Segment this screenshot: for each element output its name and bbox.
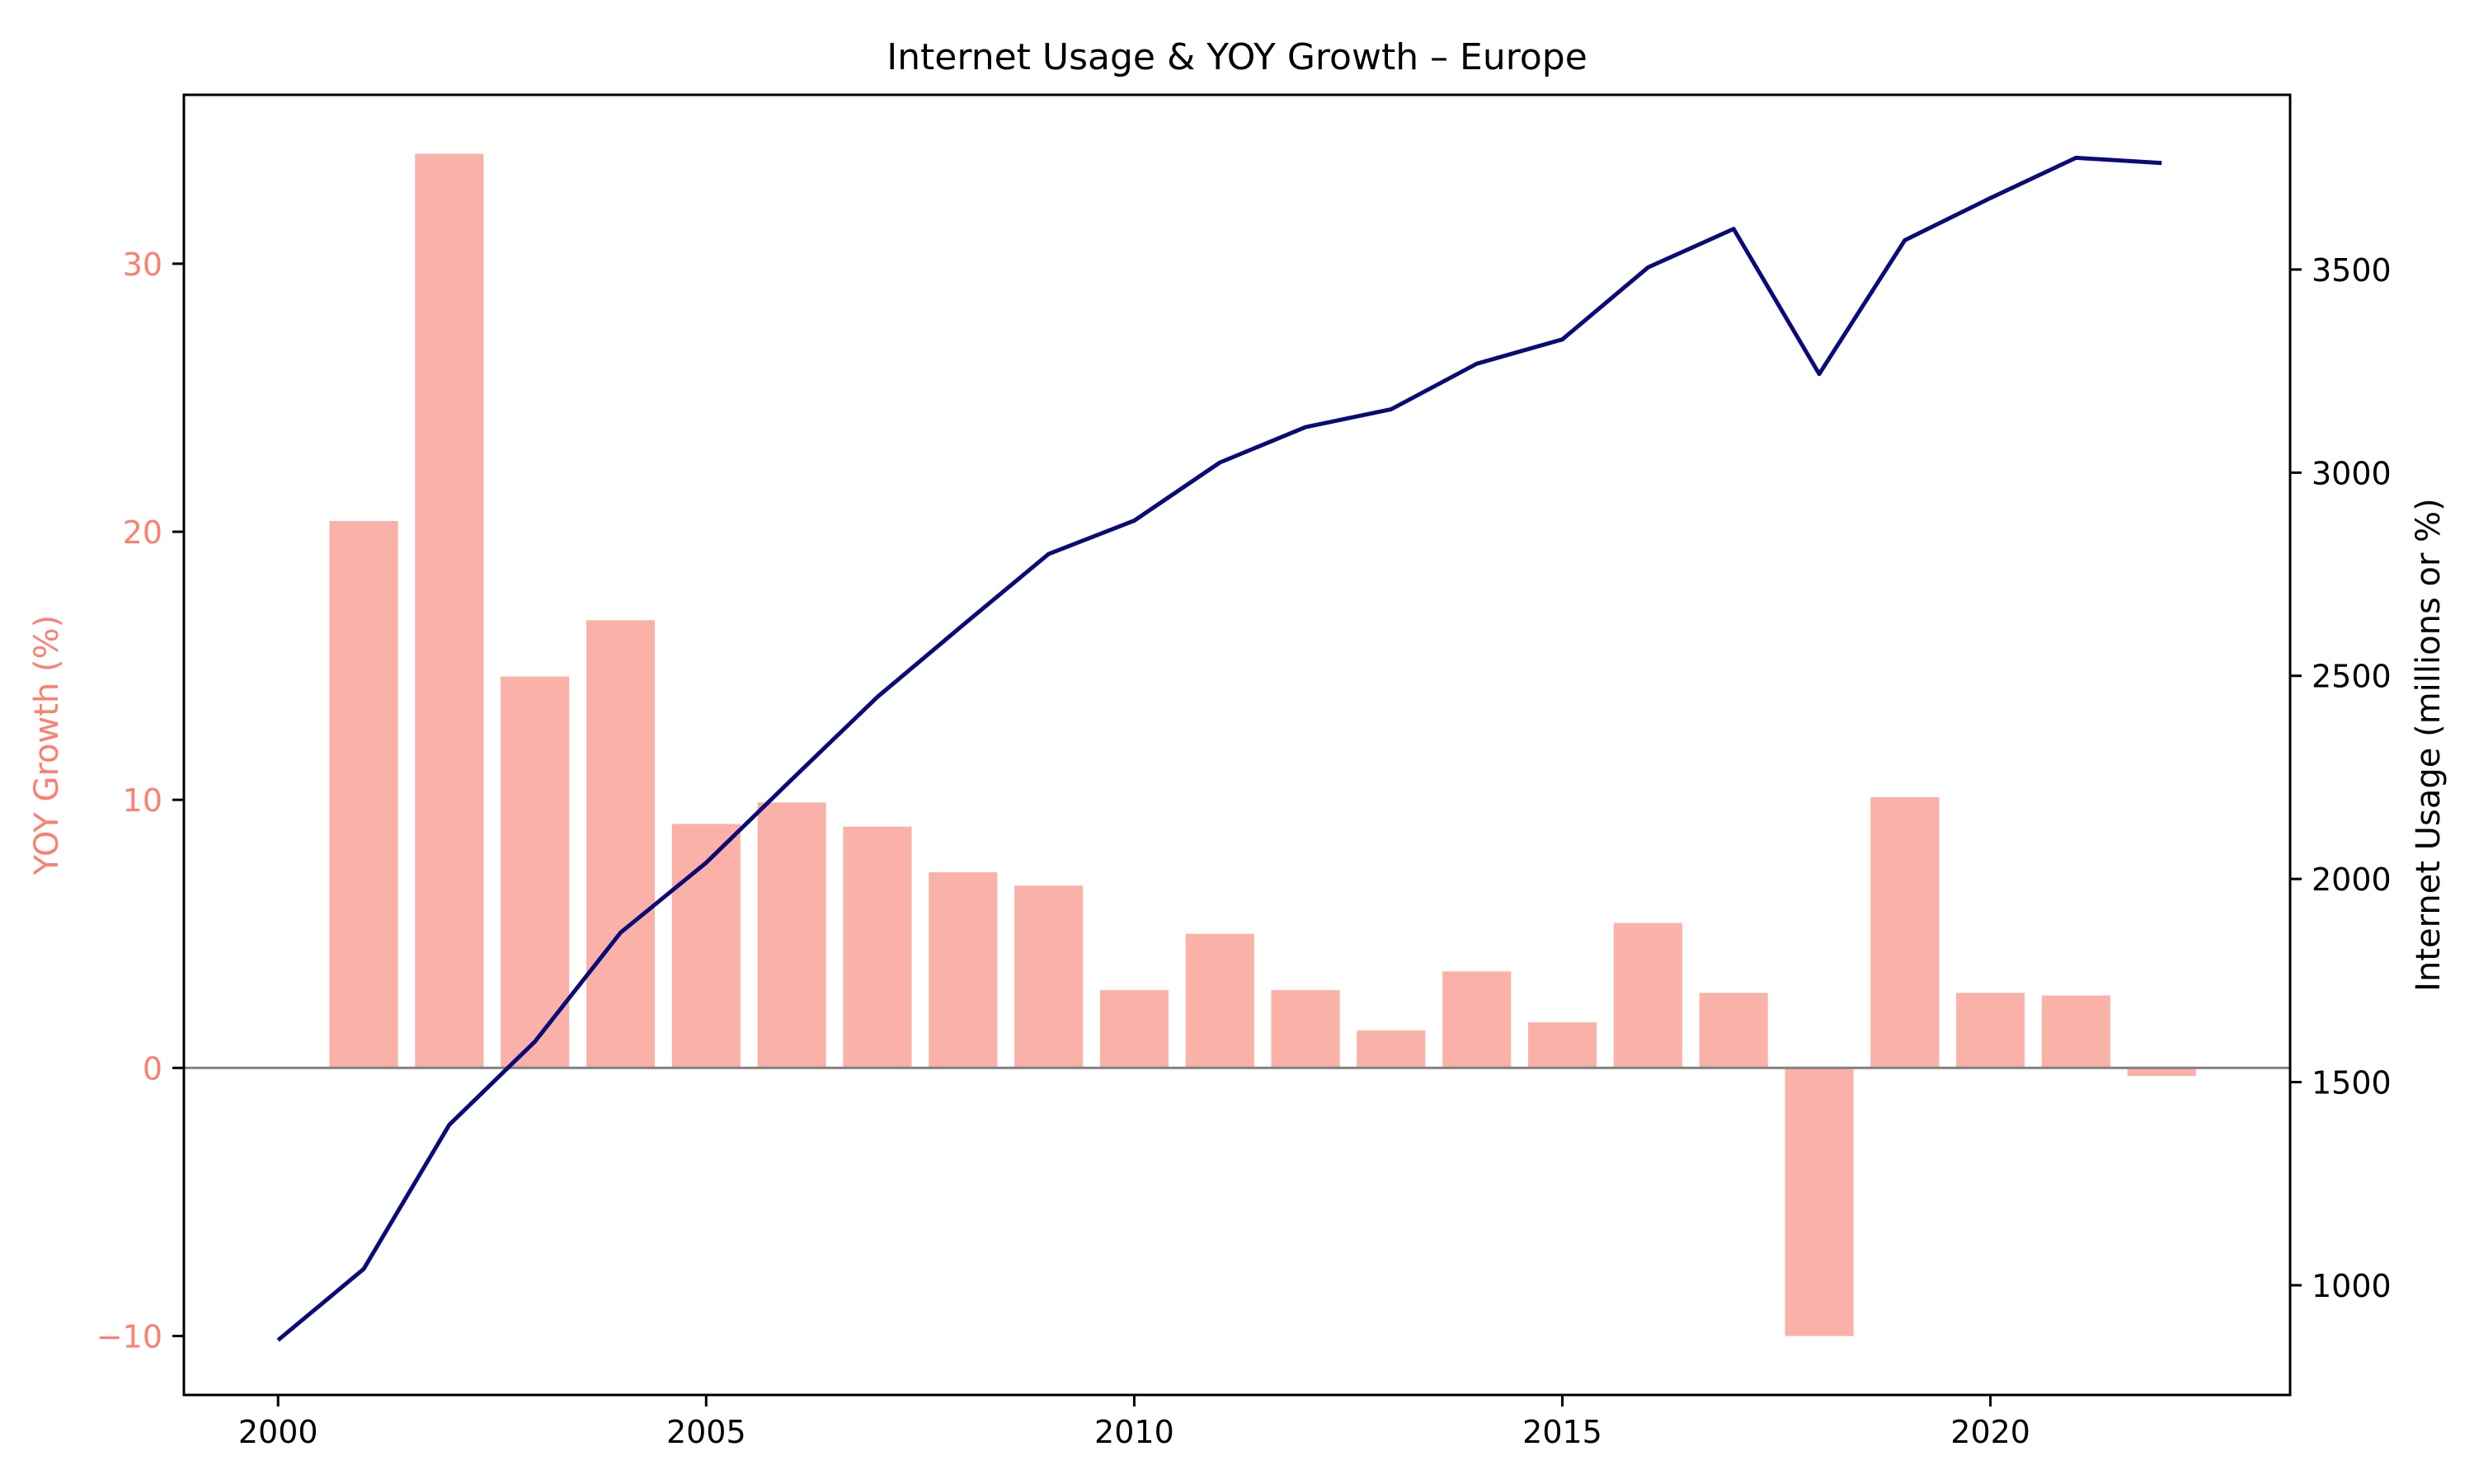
bar-2014 [1442,971,1512,1068]
bar-2021 [2041,995,2110,1068]
y-right-tick-label-3500: 3500 [2312,252,2392,289]
y-right-axis-label: Internet Usage (millions or %) [2410,498,2448,992]
x-axis: 2000 2005 2010 2015 2020 [238,1395,2030,1450]
y-left-tick-label-10: 10 [123,782,162,819]
bar-2015 [1528,1022,1597,1068]
bar-2022 [2127,1068,2196,1077]
x-tick-label-2010: 2010 [1094,1414,1174,1450]
bar-2016 [1613,923,1682,1068]
bar-2012 [1271,990,1340,1068]
y-left-axis-label: YOY Growth (%) [28,615,66,876]
y-left-tick-label--10: −10 [96,1318,162,1355]
bar-2001 [329,521,398,1068]
y-right-tick-label-2500: 2500 [2312,659,2392,695]
bar-2004 [586,620,656,1068]
bar-2009 [1014,885,1084,1068]
plot-frame [182,93,2292,1397]
y-right-tick-label-2000: 2000 [2312,862,2392,898]
bar-2006 [757,802,826,1068]
bar-2017 [1699,993,1768,1068]
bar-2003 [501,676,570,1068]
x-tick-label-2005: 2005 [666,1414,746,1450]
x-tick-label-2000: 2000 [238,1414,318,1450]
bar-2020 [1956,993,2025,1068]
bar-2008 [929,871,998,1068]
y-right-tick-label-3000: 3000 [2312,455,2392,491]
x-tick-label-2015: 2015 [1522,1414,1602,1450]
y-right-axis: 1000 1500 2000 2500 3000 3500 [2290,252,2392,1304]
bar-2013 [1357,1030,1426,1068]
bar-2018 [1785,1068,1854,1336]
bar-2007 [843,826,912,1068]
bar-2011 [1185,933,1254,1068]
bar-series [329,153,2196,1336]
bar-2019 [1870,796,1940,1068]
bar-2010 [1099,990,1169,1068]
bar-2002 [415,153,484,1068]
chart-title: Internet Usage & YOY Growth – Europe [887,36,1587,78]
y-left-tick-label-30: 30 [123,247,162,283]
y-left-tick-label-20: 20 [123,514,162,551]
y-right-tick-label-1000: 1000 [2312,1268,2392,1304]
x-tick-label-2020: 2020 [1950,1414,2030,1450]
y-left-tick-label-0: 0 [143,1050,162,1087]
y-left-axis: −10 0 10 20 30 [96,247,184,1355]
usage-line [276,155,2162,1342]
y-right-tick-label-1500: 1500 [2312,1065,2392,1101]
